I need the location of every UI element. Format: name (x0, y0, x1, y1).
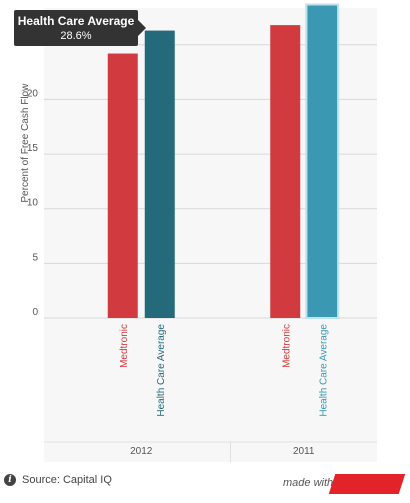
y-tick-label: 15 (27, 143, 39, 154)
tooltip: Health Care Average 28.6% (14, 10, 146, 46)
bar (144, 30, 175, 318)
y-tick-label: 20 (27, 88, 39, 99)
bar-category-label: Medtronic (119, 324, 130, 368)
group-label: 2011 (293, 446, 315, 457)
info-icon[interactable]: i (4, 474, 16, 486)
source-text: Source: Capital IQ (22, 474, 112, 486)
made-with-text: made with (283, 477, 334, 489)
y-axis-label: Percent of Free Cash Flow (20, 83, 31, 203)
bar (307, 5, 338, 318)
bar-category-label: Health Care Average (318, 324, 329, 417)
bar-category-label: Health Care Average (156, 324, 167, 417)
y-tick-label: 0 (32, 307, 38, 318)
brand-logo[interactable] (328, 474, 406, 494)
bar-highlight (305, 3, 340, 319)
bar (270, 25, 301, 318)
source-note: i Source: Capital IQ (4, 474, 112, 486)
bar-category-label: Medtronic (281, 324, 292, 368)
group-label: 2012 (130, 446, 153, 457)
tooltip-title: Health Care Average (17, 14, 135, 28)
y-tick-label: 10 (27, 198, 39, 209)
bar (107, 53, 138, 319)
y-tick-label: 5 (32, 252, 38, 263)
tooltip-value: 28.6% (60, 30, 92, 42)
